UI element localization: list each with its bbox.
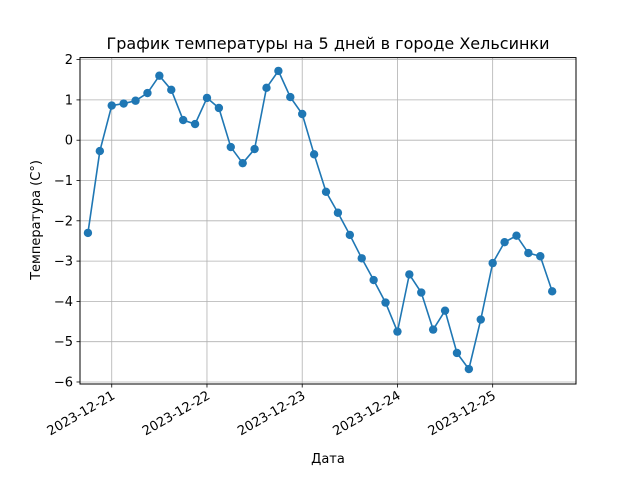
data-point (155, 71, 164, 80)
series-temperature (83, 66, 557, 374)
x-tick-label: 2023-12-25 (426, 388, 499, 439)
x-axis: 2023-12-21 2023-12-22 2023-12-23 2023-12-24… (45, 384, 499, 439)
data-point (309, 150, 319, 159)
data-point (262, 83, 271, 93)
data-point (464, 364, 474, 374)
data-point (202, 93, 212, 103)
data-point (298, 109, 307, 119)
y-tick-label: −5 (54, 335, 73, 350)
data-point (417, 288, 426, 297)
y-axis-label: Температура (C°) (29, 160, 44, 281)
data-point (512, 231, 521, 240)
data-point (500, 237, 509, 247)
data-point (250, 144, 259, 154)
grid (80, 57, 576, 384)
data-point (238, 158, 247, 168)
data-point (488, 258, 497, 268)
y-tick-label: 0 (65, 134, 73, 149)
data-point (119, 99, 128, 108)
data-point (143, 88, 152, 98)
x-tick-label: 2023-12-23 (235, 388, 308, 439)
y-tick-label: −3 (54, 255, 73, 270)
data-point (393, 327, 402, 336)
data-point (286, 92, 295, 102)
data-point (107, 101, 116, 110)
data-point (524, 248, 533, 258)
data-point (83, 228, 93, 238)
y-tick-label: −6 (54, 375, 73, 390)
data-point (381, 298, 390, 307)
y-tick-label: −2 (54, 214, 73, 229)
data-point (321, 187, 331, 196)
data-point (178, 115, 188, 125)
data-point (274, 66, 283, 76)
chart-title: График температуры на 5 дней в городе Хе… (106, 34, 549, 53)
data-point (536, 252, 545, 261)
data-point (95, 146, 105, 156)
y-tick-label: −4 (54, 295, 73, 310)
data-point (214, 103, 224, 113)
data-point (405, 270, 414, 279)
x-tick-label: 2023-12-21 (45, 388, 118, 439)
data-point (167, 85, 176, 95)
data-point (190, 119, 200, 129)
series-line (87, 69, 553, 371)
y-tick-label: 1 (65, 93, 73, 108)
data-point (547, 287, 557, 296)
data-point (333, 208, 343, 217)
data-point (345, 230, 355, 240)
data-point (226, 142, 235, 152)
y-tick-label: −1 (54, 174, 73, 189)
data-point (131, 96, 140, 105)
x-tick-label: 2023-12-22 (140, 388, 213, 439)
data-point (440, 306, 450, 315)
data-point (357, 254, 366, 263)
data-point (369, 275, 378, 285)
data-point (428, 325, 438, 334)
x-tick-label: 2023-12-24 (331, 388, 404, 439)
data-point (452, 348, 462, 358)
x-axis-label: Дата (311, 452, 345, 467)
y-tick-label: 2 (65, 53, 73, 68)
data-point (476, 315, 485, 324)
y-axis: 2 1 0 −1 −2 −3 −4 −5 −6 (54, 53, 80, 390)
